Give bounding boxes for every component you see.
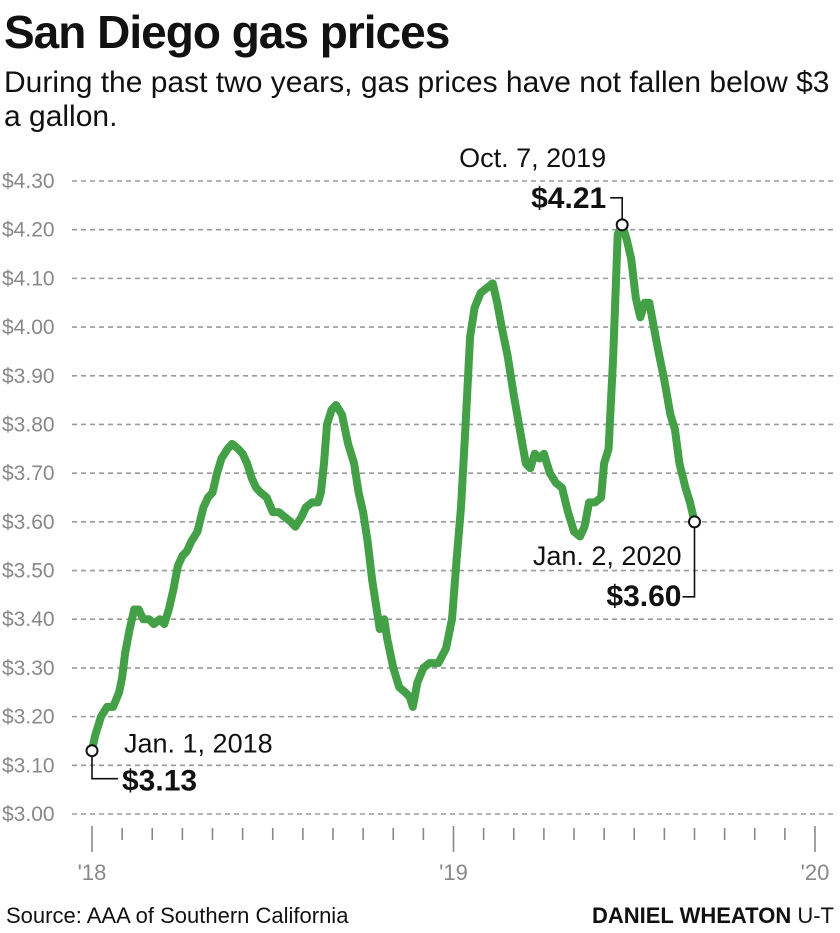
annotation-point	[688, 515, 701, 529]
series-layer	[88, 220, 699, 755]
y-tick-label: $3.10	[2, 754, 55, 777]
source-note: Source: AAA of Southern California	[6, 903, 349, 928]
y-tick-label: $3.60	[2, 511, 55, 534]
y-tick-label: $3.80	[2, 413, 55, 436]
x-tick-label: '18	[78, 860, 107, 885]
y-tick-label: $4.10	[2, 267, 55, 290]
annotation-value: $3.13	[122, 765, 197, 798]
price-line	[88, 220, 699, 755]
y-tick-label: $3.00	[2, 803, 55, 826]
y-tick-label: $3.50	[2, 560, 55, 583]
credit: DANIEL WHEATON U-T	[592, 902, 834, 930]
chart-subtitle: During the past two years, gas prices ha…	[4, 66, 830, 133]
y-tick-label: $3.40	[2, 608, 55, 631]
credit-name: DANIEL WHEATON	[591, 903, 792, 928]
line-chart: $3.00 $3.10 $3.20 $3.30 $3.40 $3.50 $3.60 $3.70…	[2, 143, 834, 885]
annotation-value: $3.60	[606, 580, 681, 613]
y-tick-label: $4.30	[2, 170, 55, 193]
annotation-leader	[91, 756, 118, 780]
y-tick-label: $4.00	[2, 316, 55, 339]
annotation-point	[85, 744, 99, 758]
y-tick-label: $3.30	[2, 657, 55, 680]
annotation-leader	[682, 527, 696, 598]
x-axis-ticks: '18 '19 '20	[78, 826, 830, 885]
credit-org: U-T	[797, 903, 834, 928]
x-tick-label: '20	[801, 860, 830, 885]
x-tick-label: '19	[439, 860, 468, 885]
y-tick-label: $3.20	[2, 706, 55, 729]
chart-title: San Diego gas prices	[4, 6, 450, 58]
y-tick-label: $3.70	[2, 462, 55, 485]
y-axis-ticks: $3.00 $3.10 $3.20 $3.30 $3.40 $3.50 $3.60 $3.70…	[2, 170, 55, 826]
annotation-date: Jan. 1, 2018	[124, 729, 273, 759]
annotations: Jan. 1, 2018 $3.13 Oct. 7, 2019 $4.21 Jan. 2…	[85, 143, 701, 798]
grid-lines	[72, 180, 834, 815]
annotation-leader	[610, 197, 623, 219]
y-tick-label: $3.90	[2, 365, 55, 388]
annotation-value: $4.21	[531, 182, 606, 215]
annotation-date: Jan. 2, 2020	[533, 541, 682, 571]
y-tick-label: $4.20	[2, 219, 55, 242]
annotation-date: Oct. 7, 2019	[459, 143, 606, 173]
annotation-point	[615, 218, 629, 232]
